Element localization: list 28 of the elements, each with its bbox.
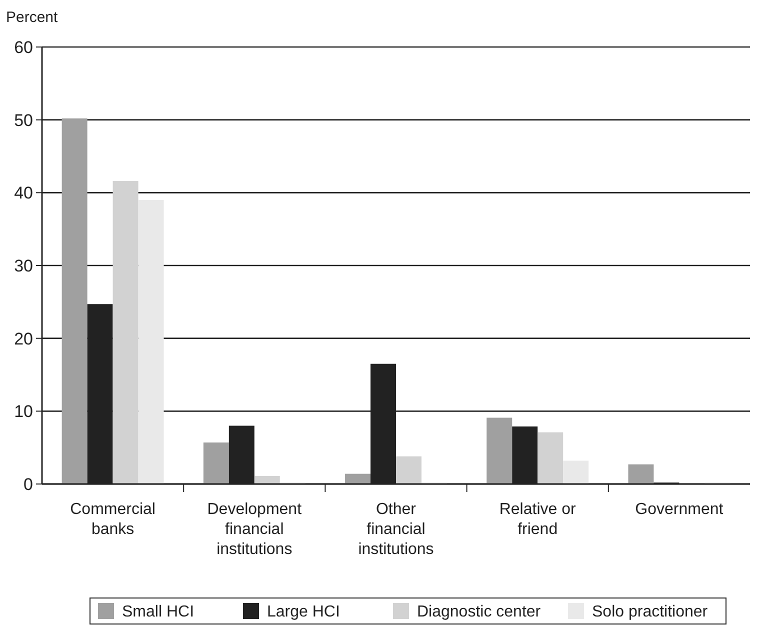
y-tick-label: 60 bbox=[14, 38, 33, 57]
x-tick-label: Relative or friend bbox=[499, 501, 577, 538]
bar bbox=[628, 464, 654, 484]
x-tick-label: Government bbox=[635, 501, 724, 518]
bar bbox=[62, 118, 88, 484]
y-tick-label: 20 bbox=[14, 329, 33, 348]
y-axis-title: Percent bbox=[6, 9, 59, 26]
x-tick-label: Commercial banks bbox=[70, 501, 156, 538]
legend-label: Small HCI bbox=[122, 604, 194, 621]
y-tick-label: 40 bbox=[14, 184, 33, 203]
x-tick-label: Development financial institutions bbox=[207, 501, 302, 558]
bar bbox=[538, 432, 564, 484]
y-tick-label: 30 bbox=[14, 256, 33, 276]
y-tick-label: 0 bbox=[24, 474, 33, 494]
bar bbox=[112, 181, 138, 484]
bar bbox=[563, 460, 589, 484]
legend-label: Diagnostic center bbox=[417, 604, 542, 621]
bar bbox=[254, 476, 280, 484]
bar bbox=[203, 442, 229, 484]
x-tick-label: Other financial institutions bbox=[358, 501, 434, 558]
y-tick-label: 10 bbox=[14, 402, 33, 422]
bar bbox=[396, 456, 422, 484]
bar bbox=[486, 418, 512, 484]
bar bbox=[345, 474, 371, 484]
y-tick-label: 50 bbox=[14, 110, 33, 130]
legend-label: Large HCI bbox=[267, 604, 340, 621]
bar bbox=[138, 200, 164, 484]
legend-label: Solo practitioner bbox=[592, 604, 708, 621]
